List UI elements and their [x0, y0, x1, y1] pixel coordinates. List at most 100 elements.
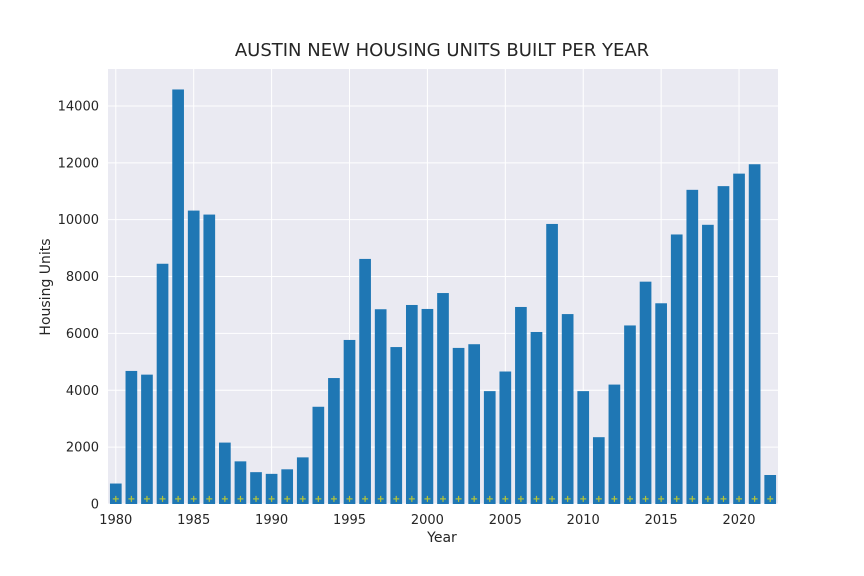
bars	[109, 89, 777, 505]
bar	[359, 258, 371, 504]
bar	[281, 469, 294, 504]
marker	[486, 495, 493, 502]
marker	[564, 495, 571, 502]
marker	[689, 495, 696, 502]
bar	[405, 304, 418, 504]
bar	[374, 309, 387, 504]
y-axis-label: Housing Units	[38, 238, 54, 335]
marker	[720, 495, 727, 502]
bar	[624, 325, 636, 504]
marker	[424, 495, 431, 502]
marker	[502, 495, 509, 502]
x-ticks: 1980 1985 1990 1995 2000 2005 2010 2015 2020	[99, 513, 755, 528]
bar	[390, 347, 403, 504]
bar	[343, 339, 356, 504]
bar	[577, 391, 590, 504]
bar	[592, 437, 605, 504]
y-tick-label: 2000	[66, 441, 99, 456]
marker	[346, 495, 353, 502]
marker	[221, 495, 228, 502]
marker	[736, 495, 743, 502]
bar	[219, 442, 231, 504]
bar	[686, 189, 699, 505]
marker	[362, 495, 369, 502]
bar	[234, 461, 247, 504]
marker	[580, 495, 587, 502]
bar	[561, 314, 574, 504]
x-tick-label: 2005	[489, 513, 522, 528]
marker	[377, 495, 384, 502]
bar	[717, 186, 730, 504]
marker	[284, 495, 291, 502]
marker	[393, 495, 400, 502]
bar	[437, 293, 449, 504]
marker	[190, 495, 197, 502]
bar	[748, 164, 761, 504]
bar	[733, 173, 745, 505]
marker	[159, 495, 166, 502]
marker	[112, 495, 119, 502]
marker	[767, 495, 774, 502]
marker	[143, 495, 150, 502]
bar	[483, 391, 496, 504]
bar	[670, 234, 683, 504]
markers	[112, 495, 774, 502]
marker	[673, 495, 680, 502]
marker	[642, 495, 649, 502]
bar	[546, 223, 558, 504]
bar	[655, 303, 667, 504]
x-tick-label: 1985	[177, 513, 210, 528]
bar	[452, 347, 465, 504]
bar	[499, 371, 512, 504]
marker	[455, 495, 462, 502]
marker	[595, 495, 602, 502]
marker	[237, 495, 244, 502]
marker	[533, 495, 540, 502]
x-tick-label: 1980	[99, 513, 132, 528]
bar	[109, 483, 122, 504]
x-tick-label: 2000	[411, 513, 444, 528]
x-tick-label: 2010	[567, 513, 600, 528]
bar	[328, 378, 340, 504]
bar	[156, 263, 169, 504]
bar	[125, 370, 138, 504]
marker	[471, 495, 478, 502]
y-tick-label: 4000	[66, 384, 99, 399]
bar	[187, 210, 200, 504]
y-tick-label: 10000	[58, 213, 99, 228]
bar	[515, 306, 527, 504]
y-tick-label: 8000	[66, 270, 99, 285]
marker	[128, 495, 135, 502]
bar	[141, 374, 153, 504]
bar	[468, 344, 481, 504]
marker	[253, 495, 260, 502]
bar	[203, 214, 216, 504]
marker	[175, 495, 182, 502]
marker	[315, 495, 322, 502]
bar	[312, 406, 325, 504]
bar	[608, 384, 621, 504]
marker	[658, 495, 665, 502]
y-ticks: 0 2000 4000 6000 8000 10000 12000 14000	[58, 99, 99, 512]
bar	[250, 472, 262, 504]
y-tick-label: 12000	[58, 156, 99, 171]
marker	[517, 495, 524, 502]
bar	[702, 224, 714, 504]
marker	[268, 495, 275, 502]
marker	[206, 495, 213, 502]
marker	[440, 495, 446, 502]
marker	[330, 495, 337, 502]
x-axis-label: Year	[426, 530, 457, 546]
marker	[299, 495, 306, 502]
bar	[172, 89, 184, 505]
marker	[549, 495, 556, 502]
x-tick-label: 1990	[255, 513, 288, 528]
x-tick-label: 2020	[722, 513, 755, 528]
marker	[626, 495, 633, 502]
marker	[704, 495, 711, 502]
y-tick-label: 0	[91, 498, 99, 513]
bar	[265, 473, 278, 504]
chart-title: AUSTIN NEW HOUSING UNITS BUILT PER YEAR	[235, 40, 649, 61]
marker	[751, 495, 758, 502]
